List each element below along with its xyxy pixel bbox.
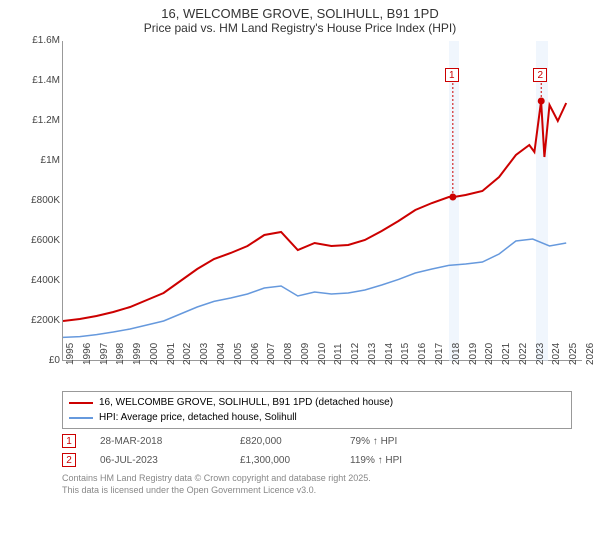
sale-hpi-delta: 79% ↑ HPI [350,436,397,447]
sale-date: 06-JUL-2023 [100,455,240,466]
chart-svg [63,41,583,361]
chart-area: £0£200K£400K£600K£800K£1M£1.2M£1.4M£1.6M… [20,41,590,391]
legend-swatch [69,417,93,419]
legend-label: HPI: Average price, detached house, Soli… [99,412,297,423]
sale-marker-box: 1 [445,68,459,82]
attribution: Contains HM Land Registry data © Crown c… [62,473,590,496]
y-axis-tick: £1M [20,155,60,166]
sale-row: 1 28-MAR-2018£820,00079% ↑ HPI [62,434,572,448]
sale-hpi-delta: 119% ↑ HPI [350,455,402,466]
sale-price: £1,300,000 [240,455,350,466]
y-axis-tick: £1.6M [20,35,60,46]
y-axis-tick: £800K [20,195,60,206]
sale-date: 28-MAR-2018 [100,436,240,447]
sale-number-box: 2 [62,453,76,467]
series-line-price_paid [63,101,566,321]
chart-subtitle: Price paid vs. HM Land Registry's House … [10,21,590,35]
y-axis-tick: £1.4M [20,75,60,86]
legend-item: HPI: Average price, detached house, Soli… [69,410,565,425]
y-axis-tick: £200K [20,315,60,326]
sale-marker-box: 2 [533,68,547,82]
sale-number-box: 1 [62,434,76,448]
y-axis-tick: £400K [20,275,60,286]
y-axis-tick: £600K [20,235,60,246]
legend-label: 16, WELCOMBE GROVE, SOLIHULL, B91 1PD (d… [99,397,393,408]
chart-title: 16, WELCOMBE GROVE, SOLIHULL, B91 1PD [10,6,590,21]
x-axis-tick: 2026 [585,343,600,365]
legend: 16, WELCOMBE GROVE, SOLIHULL, B91 1PD (d… [62,391,572,429]
attribution-line-1: Contains HM Land Registry data © Crown c… [62,473,590,485]
chart-plot [62,41,582,361]
series-line-hpi [63,239,566,337]
y-axis-tick: £0 [20,355,60,366]
legend-item: 16, WELCOMBE GROVE, SOLIHULL, B91 1PD (d… [69,395,565,410]
sale-row: 2 06-JUL-2023£1,300,000119% ↑ HPI [62,453,572,467]
attribution-line-2: This data is licensed under the Open Gov… [62,485,590,497]
y-axis-tick: £1.2M [20,115,60,126]
legend-swatch [69,402,93,404]
sale-price: £820,000 [240,436,350,447]
